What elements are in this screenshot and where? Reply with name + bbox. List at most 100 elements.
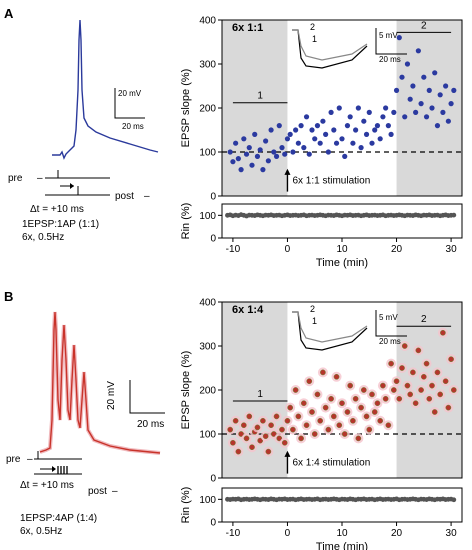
- data-point: [442, 378, 449, 385]
- inset-scale-v: 5 mV: [379, 31, 398, 40]
- inset-scale-bar: [375, 28, 407, 55]
- data-point: [322, 404, 329, 411]
- data-point: [300, 400, 307, 407]
- shaded-period-1: [222, 302, 288, 478]
- data-point: [355, 435, 362, 442]
- data-point: [295, 140, 301, 146]
- scalebar-h-label: 20 ms: [137, 419, 164, 430]
- chart-title: 6x 1:4: [232, 304, 264, 316]
- data-point: [344, 123, 351, 129]
- data-point: [402, 114, 408, 120]
- rin-chart-a: 0 100 Rin (%) -10 0 10 20 30 Time (min): [180, 203, 463, 269]
- data-point: [426, 395, 433, 402]
- data-point: [361, 118, 367, 124]
- data-point: [279, 426, 285, 433]
- data-point: [287, 131, 293, 137]
- data-point: [254, 153, 261, 159]
- y-tick-label: 400: [199, 298, 216, 309]
- epsp-chart-a: 1 2 0 100 200 300 400 6x 1:1 stimulation 6x 1:1 E…: [180, 16, 463, 203]
- data-point: [399, 365, 405, 371]
- data-point: [233, 140, 239, 146]
- data-point: [246, 413, 253, 420]
- data-point: [295, 413, 302, 420]
- data-point: [306, 378, 313, 385]
- svg-text:–: –: [144, 191, 150, 202]
- data-point: [366, 109, 372, 115]
- stimulation-label: 6x 1:1 stimulation: [292, 176, 370, 187]
- x-tick-label: 0: [285, 528, 291, 539]
- x-axis-label: Time (min): [316, 541, 368, 550]
- data-point: [445, 118, 451, 124]
- data-point: [325, 149, 331, 155]
- data-point: [413, 109, 419, 115]
- data-point: [227, 149, 233, 155]
- data-point: [372, 127, 378, 133]
- stimulation-label: 6x 1:4 stimulation: [292, 458, 370, 469]
- y-tick-label: 100: [199, 495, 216, 506]
- data-point: [252, 131, 258, 137]
- data-point: [314, 123, 321, 129]
- data-point: [268, 127, 274, 133]
- data-point: [410, 83, 416, 89]
- plot-frame: [221, 487, 463, 523]
- y-tick-label: 100: [199, 148, 216, 159]
- data-point: [344, 409, 351, 415]
- data-point: [230, 159, 236, 165]
- pairing-schematic: pre – post – Δt = +10 ms 1EPSP:4AP (1:4)…: [6, 451, 118, 537]
- y-tick-label: 0: [210, 234, 216, 245]
- data-point: [257, 147, 263, 153]
- inset-scale-h: 20 ms: [379, 337, 401, 346]
- data-point: [399, 74, 405, 80]
- inset-trace-2: [292, 29, 368, 69]
- data-point: [363, 413, 370, 420]
- svg-text:–: –: [37, 173, 43, 184]
- data-point: [434, 123, 441, 129]
- data-point: [323, 131, 329, 137]
- data-point: [443, 83, 449, 89]
- y-tick-label: 0: [210, 192, 216, 203]
- data-point: [440, 109, 446, 115]
- x-tick-label: 20: [391, 244, 403, 255]
- panel-letter: A: [4, 6, 14, 21]
- data-point: [382, 395, 389, 402]
- data-point: [246, 145, 252, 151]
- data-point: [257, 437, 264, 444]
- data-point: [431, 409, 438, 415]
- data-point: [303, 114, 310, 120]
- post-label: post: [88, 486, 107, 497]
- period-label-1: 1: [257, 389, 263, 400]
- scale-bar: [129, 380, 165, 414]
- data-point: [407, 96, 413, 102]
- data-point: [336, 105, 342, 111]
- y-tick-label: 100: [199, 430, 216, 441]
- delta-t-label: Δt = +10 ms: [20, 480, 74, 491]
- data-point: [448, 101, 454, 107]
- data-point: [369, 391, 375, 398]
- data-point: [350, 417, 356, 424]
- data-point: [273, 153, 280, 159]
- scalebar-v-label: 20 mV: [106, 381, 117, 410]
- inset-scale-h: 20 ms: [379, 55, 401, 64]
- data-point: [377, 136, 383, 142]
- data-point: [230, 439, 236, 446]
- y-tick-label: 0: [210, 474, 216, 485]
- data-point: [243, 151, 250, 157]
- data-point: [429, 382, 435, 389]
- data-point: [279, 145, 285, 151]
- data-point: [309, 127, 315, 133]
- x-tick-label: 10: [336, 528, 348, 539]
- plot-frame: [221, 203, 463, 239]
- x-tick-label: 0: [285, 244, 291, 255]
- data-point: [339, 400, 345, 407]
- x-tick-label: 30: [446, 528, 458, 539]
- data-point: [445, 404, 452, 411]
- data-point: [328, 109, 334, 115]
- data-point: [450, 387, 457, 393]
- data-point: [448, 356, 454, 363]
- data-point: [451, 87, 457, 93]
- data-point: [366, 426, 373, 433]
- x-tick-label: -10: [226, 244, 241, 255]
- data-point: [451, 497, 457, 503]
- inset-scale-v: 5 mV: [379, 313, 398, 322]
- y-tick-label: 200: [199, 386, 216, 397]
